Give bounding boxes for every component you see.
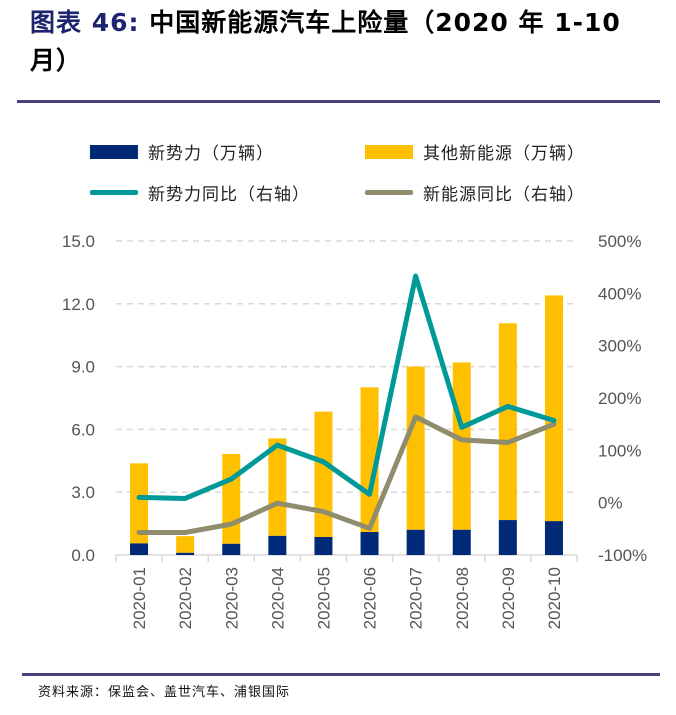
- bar-other-nev: [222, 453, 241, 544]
- bar-other-nev: [268, 438, 287, 536]
- x-tick-label: 2020-07: [407, 567, 426, 629]
- left-tick-label: 15.0: [62, 232, 95, 251]
- bar-other-nev: [176, 536, 195, 553]
- line-nev-yoy: [136, 414, 557, 535]
- title-text: 中国新能源汽车上险量（2020 年 1-10 月）: [30, 8, 621, 75]
- bar-other-nev: [130, 463, 149, 544]
- chart-plot: 0.0 3.0 6.0 9.0 12.0 15.0 -100% 0% 100% 200% 300% 4…: [62, 232, 647, 629]
- x-tick-label: 2020-01: [130, 567, 149, 629]
- chart-title: 图表 46: 中国新能源汽车上险量（2020 年 1-10 月）: [30, 4, 660, 80]
- bar-other-nev: [314, 411, 333, 537]
- bar-new-forces: [406, 529, 425, 555]
- left-tick-label: 12.0: [62, 295, 95, 314]
- line-new-forces-yoy: [136, 273, 557, 501]
- legend-other-nev: 其他新能源（万辆）: [365, 139, 585, 164]
- right-tick-label: 100%: [598, 441, 641, 460]
- left-tick-label: 0.0: [71, 546, 95, 565]
- left-tick-label: 6.0: [71, 420, 95, 439]
- legend-line: [365, 190, 413, 195]
- x-tick-label: 2020-06: [361, 567, 380, 629]
- bar-other-nev: [544, 295, 563, 522]
- x-tick-label: 2020-10: [545, 567, 564, 629]
- legend-nev-yoy: 新能源同比（右轴）: [365, 180, 585, 205]
- right-tick-label: 300%: [598, 337, 641, 356]
- bar-other-nev: [406, 366, 425, 530]
- x-tick-label: 2020-04: [268, 567, 287, 629]
- x-tick-label: 2020-08: [453, 567, 472, 629]
- bar-other-nev: [498, 323, 517, 521]
- legend-label: 其他新能源（万辆）: [423, 144, 585, 164]
- left-tick-label: 9.0: [71, 358, 95, 377]
- bar-new-forces: [544, 521, 563, 555]
- right-tick-label: 0%: [598, 494, 623, 513]
- legend-new-forces: 新势力（万辆）: [90, 139, 274, 164]
- bar-new-forces: [176, 552, 195, 555]
- footer-divider: [22, 673, 660, 676]
- legend-swatch: [365, 144, 413, 159]
- bar-new-forces: [130, 543, 149, 555]
- bar-new-forces: [360, 531, 379, 555]
- legend-new-forces-yoy: 新势力同比（右轴）: [90, 180, 310, 205]
- right-tick-label: 400%: [598, 284, 641, 303]
- figure-number: 图表 46:: [30, 8, 140, 37]
- x-tick-label: 2020-02: [176, 567, 195, 629]
- title-divider: [17, 100, 660, 103]
- legend-label: 新势力同比（右轴）: [148, 185, 310, 205]
- legend-label: 新势力（万辆）: [148, 144, 274, 164]
- source-note: 资料来源：保监会、盖世汽车、浦银国际: [38, 685, 291, 700]
- bar-new-forces: [222, 543, 241, 555]
- bar-other-nev: [452, 362, 471, 530]
- bar-other-nev: [360, 387, 379, 532]
- x-tick-label: 2020-09: [499, 567, 518, 629]
- bar-new-forces: [268, 535, 287, 555]
- left-tick-label: 3.0: [71, 483, 95, 502]
- legend-label: 新能源同比（右轴）: [423, 185, 585, 205]
- legend-swatch: [90, 144, 138, 159]
- right-tick-label: -100%: [598, 546, 647, 565]
- right-tick-label: 500%: [598, 232, 641, 251]
- bar-new-forces: [452, 529, 471, 555]
- x-tick-label: 2020-05: [314, 567, 333, 629]
- x-tick-label: 2020-03: [222, 567, 241, 629]
- bar-new-forces: [498, 520, 517, 555]
- legend-line: [90, 190, 138, 195]
- right-tick-label: 200%: [598, 389, 641, 408]
- bar-new-forces: [314, 536, 333, 555]
